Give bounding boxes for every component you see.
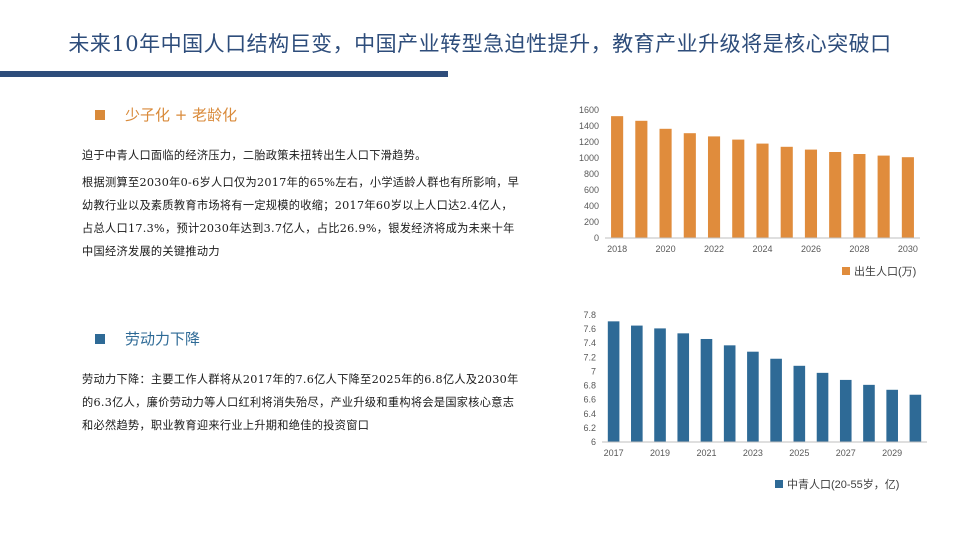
x-tick-label: 2027: [836, 448, 856, 458]
aging-paragraph-1: 迫于中青人口面临的经济压力，二胎政策未扭转出生人口下滑趋势。: [82, 149, 427, 162]
title-underline: [0, 71, 448, 77]
bar: [886, 389, 898, 442]
bar: [607, 321, 620, 442]
bar: [877, 155, 890, 238]
x-tick-label: 2023: [743, 448, 763, 458]
bar: [863, 384, 875, 442]
bar: [732, 139, 745, 238]
legend-swatch: [842, 267, 850, 275]
bar: [829, 152, 842, 238]
x-tick-label: 2022: [704, 244, 724, 254]
x-tick-label: 2028: [849, 244, 869, 254]
bar: [659, 128, 672, 238]
bar: [723, 345, 736, 442]
bar: [901, 157, 914, 238]
y-tick-label: 6.6: [583, 395, 596, 405]
bar: [770, 358, 782, 442]
section-heading-labor-label: 劳动力下降: [125, 330, 201, 348]
x-tick-label: 2025: [789, 448, 809, 458]
y-tick-label: 7.4: [583, 338, 596, 348]
y-tick-label: 1400: [579, 121, 599, 131]
y-tick-label: 7.2: [583, 352, 596, 362]
section-body-labor: 劳动力下降：主要工作人群将从2017年的7.6亿人下降至2025年的6.8亿人及…: [82, 368, 522, 437]
legend-swatch: [775, 480, 783, 488]
section-heading-aging: 少子化 + 老龄化: [95, 104, 237, 125]
bar: [611, 116, 624, 238]
bar: [677, 333, 690, 442]
orange-square-bullet-icon: [95, 109, 105, 120]
y-tick-label: 6.2: [583, 423, 596, 433]
y-tick-label: 0: [594, 233, 599, 243]
bar: [654, 328, 666, 442]
working-age-bar-chart: 6 6.2 6.4 6.6 6.8 7 7.2 7.4 7.6 7.8 2017 2019 2021 20…: [583, 310, 927, 491]
y-tick-label: 7: [591, 366, 596, 376]
y-tick-label: 600: [584, 185, 599, 195]
x-tick-label: 2029: [882, 448, 902, 458]
y-tick-label: 6.4: [583, 409, 596, 419]
bar: [816, 372, 829, 442]
x-tick-label: 2020: [656, 244, 676, 254]
y-tick-label: 200: [584, 217, 599, 227]
x-tick-label: 2017: [604, 448, 624, 458]
legend-label: 中青人口(20-55岁，亿): [787, 477, 899, 491]
bar: [804, 149, 818, 238]
bar: [683, 133, 696, 238]
y-tick-label: 800: [584, 169, 599, 179]
x-tick-label: 2024: [752, 244, 772, 254]
bar: [793, 365, 806, 442]
bar: [909, 394, 922, 442]
y-tick-label: 6.8: [583, 381, 596, 391]
bar: [700, 338, 713, 442]
y-tick-label: 6: [591, 437, 596, 447]
y-tick-label: 1000: [579, 153, 599, 163]
x-tick-label: 2021: [696, 448, 716, 458]
y-tick-label: 1200: [579, 137, 599, 147]
page-title: 未来10年中国人口结构巨变，中国产业转型急迫性提升，教育产业升级将是核心突破口: [68, 32, 892, 56]
x-tick-label: 2030: [898, 244, 918, 254]
x-tick-label: 2019: [650, 448, 670, 458]
section-body-aging: 迫于中青人口面临的经济压力，二胎政策未扭转出生人口下滑趋势。 根据测算至2030…: [82, 144, 522, 263]
bar: [635, 120, 648, 238]
births-bar-chart: 0 200 400 600 800 1000 1200 1400 1600 2018 2020 202…: [579, 105, 920, 278]
section-heading-aging-label: 少子化 + 老龄化: [125, 106, 238, 124]
bar: [631, 325, 643, 442]
aging-paragraph-2: 根据测算至2030年0-6岁人口仅为2017年的65%左右，小学适龄人群也有所影…: [82, 176, 520, 258]
bar: [839, 379, 852, 442]
y-tick-label: 7.6: [583, 324, 596, 334]
section-heading-labor: 劳动力下降: [95, 328, 200, 349]
bar: [853, 154, 866, 238]
y-tick-label: 7.8: [583, 310, 596, 320]
bar: [756, 143, 769, 238]
blue-square-bullet-icon: [95, 333, 105, 344]
labor-paragraph-1: 劳动力下降：主要工作人群将从2017年的7.6亿人下降至2025年的6.8亿人及…: [82, 373, 519, 432]
y-tick-label: 400: [584, 201, 599, 211]
x-tick-label: 2018: [607, 244, 627, 254]
bar: [747, 351, 759, 442]
y-tick-label: 1600: [579, 105, 599, 115]
bar: [707, 136, 721, 238]
legend-label: 出生人口(万): [854, 264, 916, 278]
x-tick-label: 2026: [801, 244, 821, 254]
bar: [780, 146, 793, 238]
